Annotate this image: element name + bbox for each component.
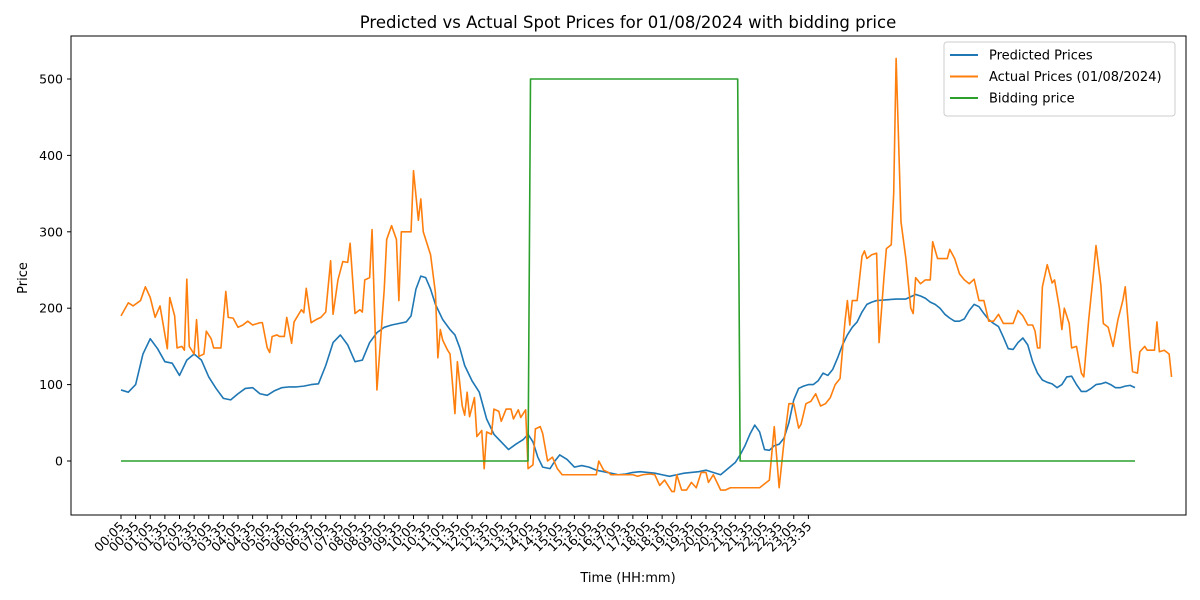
y-axis: 0 100 200 300 400 500 (39, 72, 71, 469)
y-tick-label-5: 500 (39, 72, 63, 87)
y-tick-label-4: 400 (39, 148, 63, 163)
legend-label-1: Actual Prices (01/08/2024) (989, 70, 1162, 85)
x-axis: 00:0500:3501:0501:3502:0502:3503:0503:35… (91, 515, 814, 555)
y-tick-label-2: 200 (39, 301, 63, 316)
series-line-2 (121, 78, 1135, 462)
y-tick-label-3: 300 (39, 224, 63, 239)
legend-label-0: Predicted Prices (989, 49, 1093, 64)
chart-title: Predicted vs Actual Spot Prices for 01/0… (360, 13, 896, 32)
legend-box (943, 41, 1176, 117)
series-line-1 (120, 57, 1173, 493)
legend-label-2: Bidding price (989, 92, 1075, 107)
x-axis-label: Time (HH:mm) (579, 571, 675, 586)
y-tick-label-0: 0 (55, 454, 63, 469)
plot-lines (120, 57, 1173, 493)
y-tick-label-1: 100 (39, 377, 63, 392)
y-axis-label: Price (16, 262, 31, 294)
legend: Predicted Prices Actual Prices (01/08/202… (943, 41, 1176, 117)
plot-frame (70, 35, 1187, 516)
series-line-0 (120, 275, 1136, 478)
